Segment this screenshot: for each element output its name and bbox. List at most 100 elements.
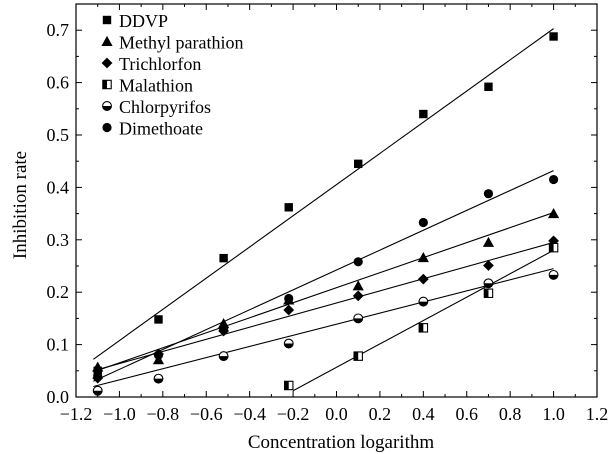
data-point bbox=[418, 296, 429, 307]
legend-label: Dimethoate bbox=[119, 119, 203, 139]
data-point bbox=[92, 385, 103, 396]
legend-label: DDVP bbox=[119, 11, 168, 31]
marker-shape bbox=[549, 32, 558, 41]
marker-shape bbox=[102, 15, 112, 25]
fit-line bbox=[93, 212, 554, 373]
x-tick-label: −0.4 bbox=[233, 404, 266, 424]
marker-fill bbox=[219, 356, 229, 361]
y-tick-label: 0.2 bbox=[47, 282, 70, 302]
data-point bbox=[417, 252, 429, 263]
marker-fill bbox=[549, 274, 558, 280]
marker-shape bbox=[352, 290, 364, 302]
marker-fill bbox=[102, 106, 112, 111]
data-point bbox=[548, 242, 559, 253]
legend-marker bbox=[102, 101, 112, 111]
fit-line bbox=[292, 249, 554, 392]
data-point bbox=[354, 159, 363, 169]
x-tick-label: −0.8 bbox=[147, 404, 180, 424]
y-tick-label: 0.6 bbox=[47, 73, 70, 93]
legend-marker bbox=[101, 35, 113, 46]
marker-fill bbox=[484, 289, 489, 298]
data-point bbox=[548, 269, 559, 280]
marker-shape bbox=[352, 280, 364, 291]
marker-shape bbox=[93, 371, 103, 381]
y-tick-label: 0.7 bbox=[47, 20, 70, 40]
marker-fill bbox=[284, 381, 289, 390]
x-tick-label: −0.2 bbox=[277, 404, 310, 424]
marker-shape bbox=[418, 217, 428, 228]
data-point bbox=[419, 109, 428, 119]
marker-shape bbox=[548, 174, 559, 185]
data-point bbox=[353, 313, 364, 324]
marker-shape bbox=[154, 315, 163, 324]
data-point bbox=[418, 323, 429, 333]
marker-shape bbox=[547, 208, 560, 219]
legend-marker bbox=[102, 15, 112, 25]
legend-label: Chlorpyrifos bbox=[119, 97, 211, 117]
data-point bbox=[154, 315, 163, 324]
data-point bbox=[219, 324, 229, 334]
marker-shape bbox=[283, 304, 295, 316]
marker-shape bbox=[219, 324, 229, 334]
marker-shape bbox=[353, 257, 363, 267]
marker-fill bbox=[354, 351, 359, 361]
data-point bbox=[218, 351, 229, 362]
data-point bbox=[93, 371, 103, 381]
legend-label: Trichlorfon bbox=[119, 54, 201, 74]
data-point bbox=[483, 278, 494, 289]
marker-shape bbox=[284, 293, 294, 304]
marker-shape bbox=[102, 122, 112, 133]
data-point bbox=[283, 304, 295, 316]
marker-shape bbox=[484, 82, 493, 91]
data-point bbox=[153, 350, 164, 360]
marker-fill bbox=[102, 80, 107, 89]
data-point bbox=[92, 361, 104, 372]
x-tick-label: 1.2 bbox=[586, 404, 608, 424]
x-tick-label: 0.8 bbox=[499, 404, 522, 424]
x-tick-label: −1.0 bbox=[103, 404, 136, 424]
x-axis-label: Concentration logarithm bbox=[248, 432, 434, 453]
data-point bbox=[219, 253, 228, 263]
marker-shape bbox=[483, 189, 494, 199]
marker-fill bbox=[484, 283, 493, 288]
marker-shape bbox=[153, 350, 164, 360]
x-tick-label: 0.0 bbox=[325, 404, 348, 424]
data-point bbox=[548, 174, 559, 185]
marker-shape bbox=[284, 203, 293, 212]
legend-label: Methyl parathion bbox=[119, 33, 243, 53]
marker-fill bbox=[353, 318, 363, 323]
marker-shape bbox=[101, 35, 113, 46]
y-tick-label: 0.0 bbox=[47, 387, 70, 407]
data-point bbox=[284, 203, 293, 212]
x-tick-label: 0.6 bbox=[456, 404, 479, 424]
data-point bbox=[352, 280, 364, 291]
data-point bbox=[283, 338, 294, 349]
y-tick-label: 0.5 bbox=[47, 125, 70, 145]
marker-fill bbox=[418, 301, 428, 307]
marker-shape bbox=[419, 109, 428, 119]
data-point bbox=[353, 257, 363, 267]
y-tick-label: 0.3 bbox=[47, 230, 70, 250]
data-markers bbox=[92, 32, 560, 396]
y-tick-label: 0.4 bbox=[47, 177, 70, 197]
x-tick-label: −0.6 bbox=[190, 404, 223, 424]
data-point bbox=[483, 288, 494, 298]
fit-line bbox=[93, 170, 554, 382]
x-tick-label: 0.2 bbox=[369, 404, 392, 424]
data-point bbox=[153, 373, 164, 384]
data-point bbox=[483, 189, 494, 199]
marker-shape bbox=[482, 236, 495, 247]
marker-fill bbox=[419, 323, 424, 333]
data-point bbox=[549, 32, 558, 41]
marker-shape bbox=[354, 159, 363, 169]
x-tick-label: 1.0 bbox=[542, 404, 565, 424]
data-point bbox=[284, 293, 294, 304]
marker-shape bbox=[417, 252, 429, 263]
marker-fill bbox=[154, 378, 163, 384]
legend-label: Malathion bbox=[119, 76, 193, 96]
data-point bbox=[547, 208, 560, 219]
marker-shape bbox=[101, 57, 113, 69]
data-point bbox=[482, 236, 495, 247]
